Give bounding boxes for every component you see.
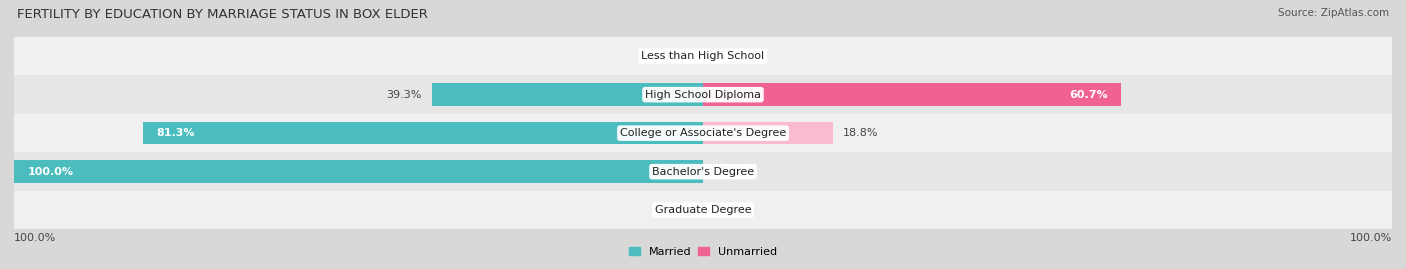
Bar xyxy=(703,83,1121,106)
Text: 60.7%: 60.7% xyxy=(1069,90,1108,100)
Text: Bachelor's Degree: Bachelor's Degree xyxy=(652,167,754,177)
Text: 100.0%: 100.0% xyxy=(28,167,75,177)
Text: 81.3%: 81.3% xyxy=(156,128,195,138)
Text: Graduate Degree: Graduate Degree xyxy=(655,205,751,215)
Bar xyxy=(14,114,1392,153)
Text: 18.8%: 18.8% xyxy=(842,128,879,138)
Text: 0.0%: 0.0% xyxy=(717,205,745,215)
Bar xyxy=(703,122,832,144)
Text: 39.3%: 39.3% xyxy=(387,90,422,100)
Bar xyxy=(14,191,1392,229)
Bar xyxy=(432,83,703,106)
Text: 0.0%: 0.0% xyxy=(717,51,745,61)
Text: College or Associate's Degree: College or Associate's Degree xyxy=(620,128,786,138)
Bar xyxy=(14,75,1392,114)
Text: 0.0%: 0.0% xyxy=(717,167,745,177)
Bar xyxy=(14,153,1392,191)
Bar xyxy=(14,161,703,183)
Text: Source: ZipAtlas.com: Source: ZipAtlas.com xyxy=(1278,8,1389,18)
Bar xyxy=(143,122,703,144)
Text: FERTILITY BY EDUCATION BY MARRIAGE STATUS IN BOX ELDER: FERTILITY BY EDUCATION BY MARRIAGE STATU… xyxy=(17,8,427,21)
Text: High School Diploma: High School Diploma xyxy=(645,90,761,100)
Legend: Married, Unmarried: Married, Unmarried xyxy=(624,242,782,261)
Text: 100.0%: 100.0% xyxy=(1350,233,1392,243)
Text: Less than High School: Less than High School xyxy=(641,51,765,61)
Text: 100.0%: 100.0% xyxy=(14,233,56,243)
Bar xyxy=(14,37,1392,75)
Text: 0.0%: 0.0% xyxy=(661,205,689,215)
Text: 0.0%: 0.0% xyxy=(661,51,689,61)
